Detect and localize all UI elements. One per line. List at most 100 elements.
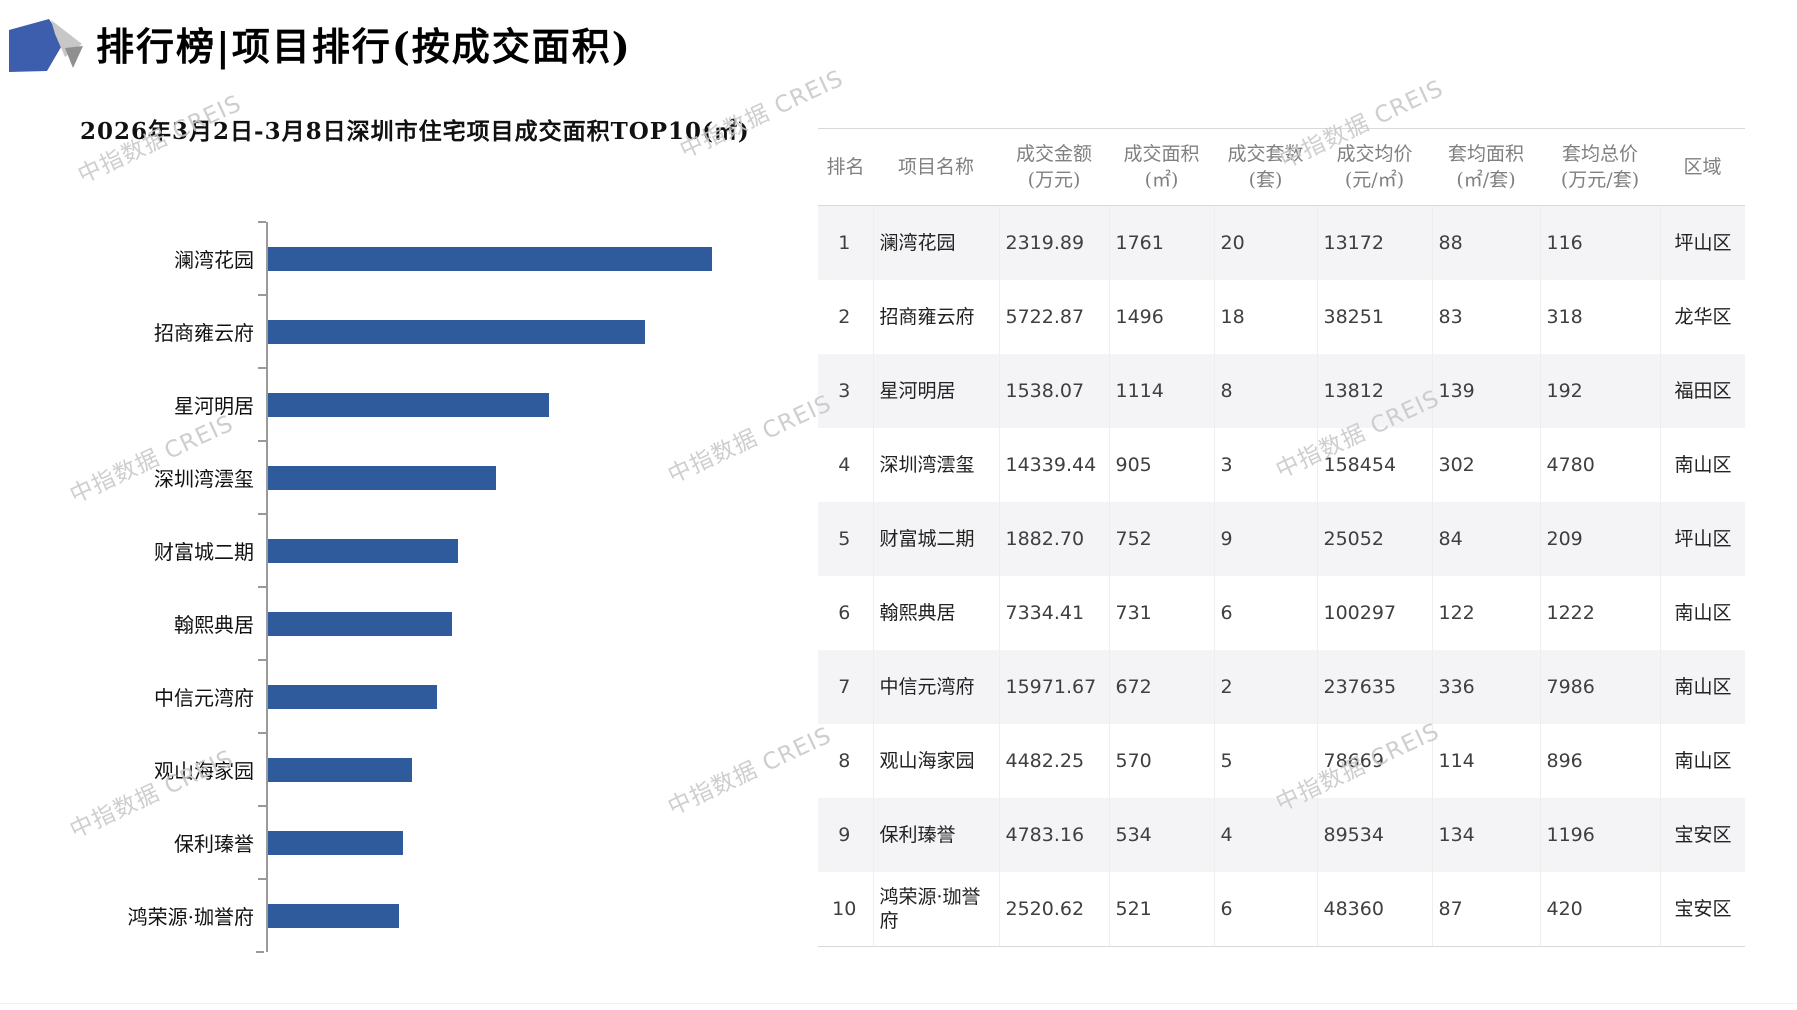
table-cell: 中信元湾府: [872, 650, 999, 724]
creis-logo-icon: [9, 19, 83, 72]
chart-row: 观山海家园: [62, 732, 712, 806]
bar-track: [258, 659, 712, 733]
bar-label: 招商雍云府: [154, 321, 254, 345]
table-cell: 14339.44: [998, 428, 1109, 502]
column-header-label: 成交面积: [1123, 143, 1200, 165]
table-row: 1 澜湾花园 2319.89 1761 20 13172 88 116 坪山区: [818, 205, 1745, 280]
bottom-divider: [0, 1003, 1797, 1004]
table-cell: 南山区: [1659, 576, 1745, 650]
chart-row: 招商雍云府: [62, 294, 712, 368]
bar-label: 星河明居: [174, 394, 254, 418]
table-cell: 25052: [1316, 502, 1432, 576]
table-cell: 南山区: [1659, 724, 1745, 798]
table-cell: 420: [1539, 872, 1660, 947]
table-cell: 3: [818, 354, 873, 428]
table-row: 8 观山海家园 4482.25 570 5 78669 114 896 南山区: [818, 724, 1745, 798]
column-header-label: 项目名称: [897, 156, 974, 178]
column-header-label: 成交金额: [1015, 143, 1092, 165]
column-header-unit: (㎡/套): [1456, 169, 1516, 191]
table-cell: 38251: [1316, 280, 1432, 354]
bar-label: 深圳湾澐玺: [154, 467, 254, 491]
logo-dark-gray-shape: [65, 46, 83, 68]
table-cell: 89534: [1316, 798, 1432, 872]
column-header-label: 成交均价: [1336, 143, 1413, 165]
table-cell: 116: [1539, 205, 1660, 280]
table-cell: 坪山区: [1659, 502, 1745, 576]
table-cell: 南山区: [1659, 428, 1745, 502]
table-cell: 87: [1431, 872, 1540, 947]
table-cell: 1114: [1108, 354, 1214, 428]
bar: [268, 903, 400, 928]
table-cell: 招商雍云府: [872, 280, 999, 354]
bar-chart: 澜湾花园 招商雍云府 星河明居 深圳湾澐玺 财富城二期 翰熙典居 中信元湾府 观山海家园 保利瑧…: [62, 221, 712, 953]
bar-label: 观山海家园: [154, 759, 254, 783]
table-cell: 2: [838, 306, 851, 328]
table-cell: 2520.62: [998, 872, 1109, 947]
table-cell: 翰熙典居: [872, 576, 999, 650]
chart-row: 深圳湾澐玺: [62, 440, 712, 514]
chart-row: 翰熙典居: [62, 586, 712, 660]
column-header-label: 套均总价: [1561, 143, 1638, 165]
chart-row: 星河明居: [62, 367, 712, 441]
table-cell: 福田区: [1659, 354, 1745, 428]
bar-track: [258, 221, 712, 295]
column-header: 排名: [818, 128, 873, 206]
table-cell: 5: [818, 502, 873, 576]
table-cell: 318: [1539, 280, 1660, 354]
table-cell: 5722.87: [998, 280, 1109, 354]
column-header-unit: (万元/套): [1560, 169, 1640, 191]
table-cell: 鸿荣源·珈誉府: [872, 872, 999, 947]
table-cell: 100297: [1316, 576, 1432, 650]
table-cell: 83: [1431, 280, 1540, 354]
table-cell: 209: [1539, 502, 1660, 576]
bar-track: [258, 878, 712, 952]
table-cell: 15971.67: [998, 650, 1109, 724]
table-row: 2 招商雍云府 5722.87 1496 18 38251 83 318 龙华区: [818, 280, 1745, 354]
table-cell: 宝安区: [1659, 798, 1745, 872]
table-cell: 南山区: [1659, 650, 1745, 724]
table-cell: 752: [1108, 502, 1214, 576]
table-cell: 1196: [1539, 798, 1660, 872]
table-cell: 158454: [1316, 428, 1432, 502]
bar-label: 翰熙典居: [174, 613, 254, 637]
bar: [268, 684, 438, 709]
bar-chart-plot: 澜湾花园 招商雍云府 星河明居 深圳湾澐玺 财富城二期 翰熙典居 中信元湾府 观山海家园 保利瑧…: [62, 221, 712, 953]
column-header-label: 排名: [826, 156, 865, 178]
bar-track: [258, 367, 712, 441]
column-header-unit: (元/㎡): [1344, 169, 1405, 191]
bar-track: [258, 440, 712, 514]
table-cell: 88: [1431, 205, 1540, 280]
table-cell: 8: [838, 750, 851, 772]
column-header: 项目名称: [873, 128, 999, 206]
table-cell: 18: [1213, 280, 1317, 354]
column-header: 成交金额 (万元): [999, 128, 1109, 206]
table-cell: 6: [1213, 576, 1317, 650]
bar: [268, 538, 458, 563]
table-cell: 7334.41: [998, 576, 1109, 650]
table-cell: 观山海家园: [872, 724, 999, 798]
bar-label: 财富城二期: [154, 540, 254, 564]
bar: [268, 611, 453, 636]
table-cell: 宝安区: [1659, 872, 1745, 947]
bar: [268, 319, 646, 344]
table-cell: 2319.89: [998, 205, 1109, 280]
column-header: 套均总价 (万元/套): [1540, 128, 1660, 206]
table-cell: 2: [1213, 650, 1317, 724]
table-cell: 5: [1213, 724, 1317, 798]
table-cell: 1496: [1108, 280, 1214, 354]
table-cell: 财富城二期: [872, 502, 999, 576]
table-cell: 302: [1431, 428, 1540, 502]
table-cell: 6: [838, 602, 851, 624]
table-cell: 122: [1431, 576, 1540, 650]
table-cell: 1: [818, 205, 873, 280]
table-cell: 深圳湾澐玺: [872, 428, 999, 502]
table-row: 10 鸿荣源·珈誉府 2520.62 521 6 48360 87 420 宝安区: [818, 872, 1745, 947]
table-cell: 905: [1108, 428, 1214, 502]
column-header-label: 套均面积: [1447, 143, 1524, 165]
chart-row: 澜湾花园: [62, 221, 712, 295]
chart-row: 中信元湾府: [62, 659, 712, 733]
table-cell: 3: [1213, 428, 1317, 502]
table-cell: 澜湾花园: [872, 205, 999, 280]
table-cell: 114: [1431, 724, 1540, 798]
table-cell: 237635: [1316, 650, 1432, 724]
